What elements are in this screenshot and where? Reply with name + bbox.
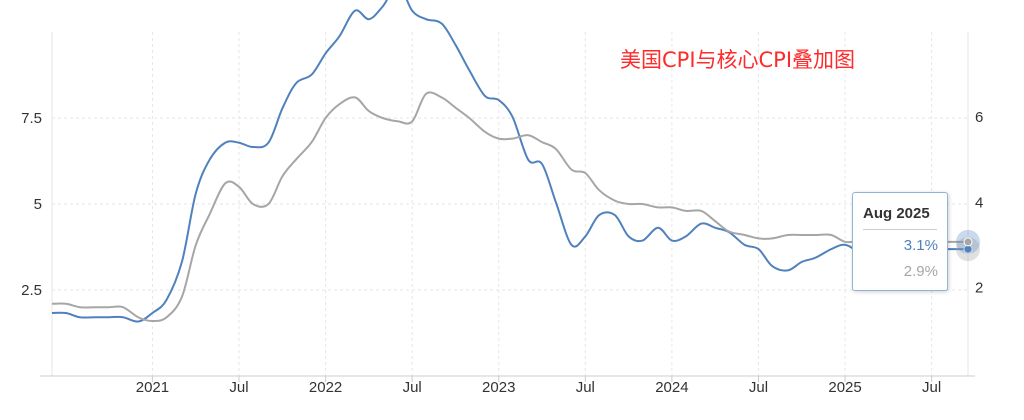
series-line-cpi bbox=[51, 0, 947, 323]
x-tick-label: Jul bbox=[922, 379, 941, 396]
right-axis-ticks: 2 4 6 bbox=[975, 109, 983, 296]
grid-lines bbox=[52, 32, 968, 376]
x-tick-label: 2024 bbox=[655, 379, 688, 396]
x-tick-label: Jul bbox=[576, 379, 595, 396]
right-axis-tick-label: 2 bbox=[975, 279, 983, 296]
hover-point-core bbox=[963, 237, 973, 247]
hover-tooltip: Aug 2025 3.1% 2.9% bbox=[852, 192, 948, 291]
tooltip-date: Aug 2025 bbox=[863, 205, 930, 222]
tooltip-divider bbox=[863, 229, 937, 230]
chart-title: 美国CPI与核心CPI叠加图 bbox=[620, 48, 856, 72]
hover-markers bbox=[956, 229, 980, 262]
x-tick-label: Jul bbox=[403, 379, 422, 396]
left-axis-tick-label: 5 bbox=[34, 196, 42, 213]
x-tick-label: Jul bbox=[229, 379, 248, 396]
series-line-core bbox=[51, 91, 946, 323]
tooltip-cpi-value: 2.9% bbox=[903, 263, 938, 280]
x-axis-ticks: 2021 Jul 2022 Jul 2023 Jul 2024 Jul 2025 Jul bbox=[136, 376, 941, 396]
x-tick-label: 2022 bbox=[309, 379, 342, 396]
right-axis-tick-label: 4 bbox=[975, 194, 983, 211]
left-axis-ticks: 2.5 5 7.5 bbox=[21, 110, 42, 299]
x-tick-label: 2021 bbox=[136, 379, 169, 396]
right-axis-tick-label: 6 bbox=[975, 109, 983, 126]
left-axis-tick-label: 2.5 bbox=[21, 282, 42, 299]
x-tick-label: Jul bbox=[749, 379, 768, 396]
x-tick-label: 2023 bbox=[482, 379, 515, 396]
x-tick-label: 2025 bbox=[828, 379, 861, 396]
left-axis-tick-label: 7.5 bbox=[21, 110, 42, 127]
tooltip-core-value: 3.1% bbox=[903, 237, 938, 254]
